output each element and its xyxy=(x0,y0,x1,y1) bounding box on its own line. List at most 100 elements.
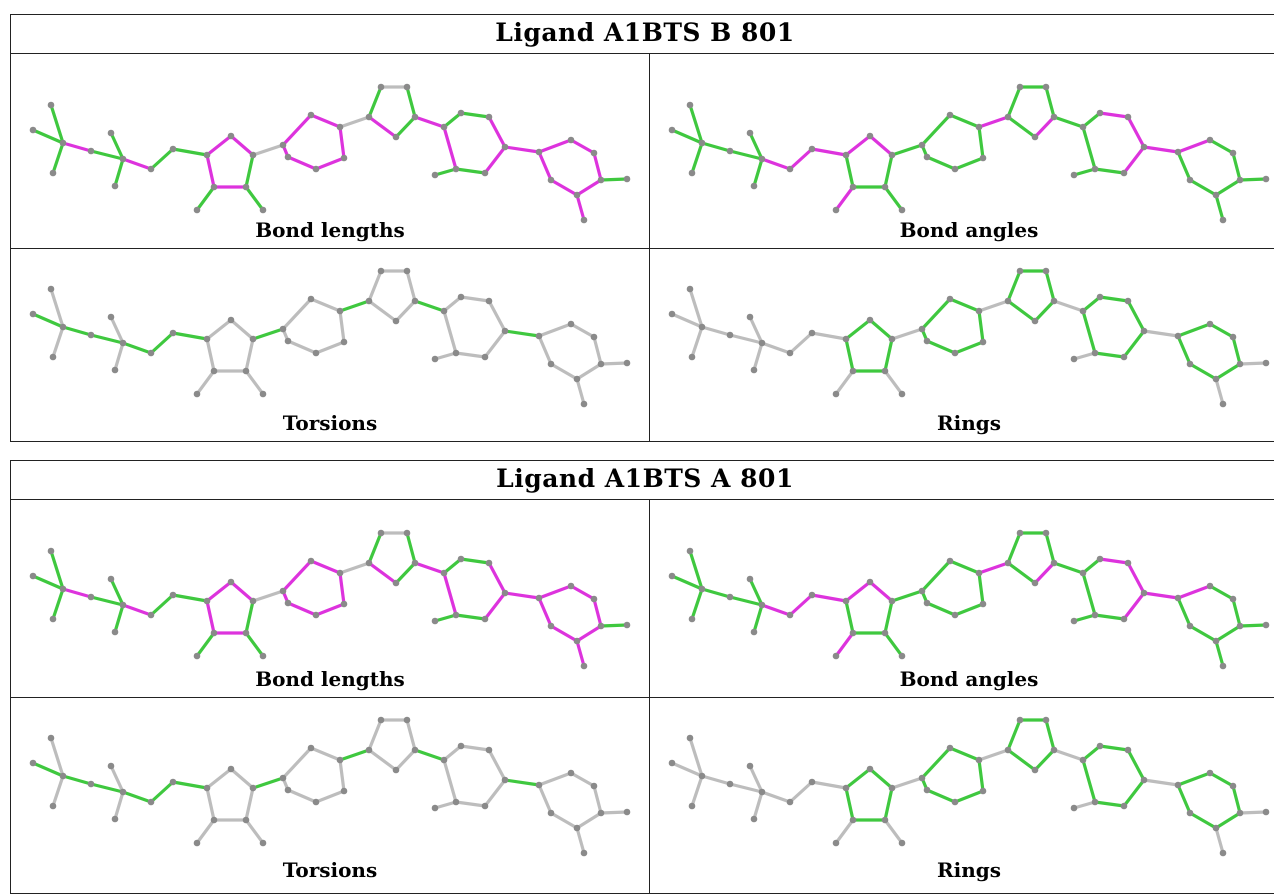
column-divider xyxy=(649,53,650,441)
bond xyxy=(149,147,175,171)
bond xyxy=(281,113,313,147)
bond xyxy=(569,138,596,155)
bond xyxy=(549,624,579,643)
label-torsions: Torsions xyxy=(282,858,378,882)
bond xyxy=(1044,85,1056,119)
bond xyxy=(1208,771,1235,788)
bond xyxy=(487,561,507,595)
bond xyxy=(31,128,65,145)
bond xyxy=(1081,571,1097,617)
atom xyxy=(1206,769,1214,777)
bond xyxy=(149,593,175,617)
atom xyxy=(452,611,460,619)
bond xyxy=(953,602,985,617)
bond xyxy=(483,329,507,359)
row-divider xyxy=(11,697,1274,698)
bond xyxy=(688,736,704,778)
bond xyxy=(537,322,573,338)
atom xyxy=(1091,165,1099,173)
atom xyxy=(1120,802,1128,810)
bond xyxy=(251,327,285,341)
bond xyxy=(338,299,371,313)
bond xyxy=(977,758,985,793)
bond xyxy=(442,295,463,313)
atom xyxy=(1262,621,1270,629)
bond xyxy=(549,362,579,381)
bond xyxy=(977,748,1010,762)
atom xyxy=(832,206,840,214)
atom xyxy=(1079,123,1087,131)
atom xyxy=(898,206,906,214)
atom xyxy=(580,400,588,408)
atom xyxy=(49,802,57,810)
bond xyxy=(109,131,125,161)
atom xyxy=(1120,615,1128,623)
bond xyxy=(920,297,952,331)
bond xyxy=(195,369,216,396)
atom xyxy=(1042,83,1050,91)
atom xyxy=(227,132,235,140)
atom xyxy=(210,183,218,191)
atom xyxy=(1219,400,1227,408)
atom xyxy=(365,746,373,754)
bond xyxy=(890,143,924,157)
atom xyxy=(535,148,543,156)
bond xyxy=(1142,778,1180,787)
bond xyxy=(920,559,952,593)
atom xyxy=(1050,297,1058,305)
bond xyxy=(890,589,924,603)
atom xyxy=(147,165,155,173)
bond xyxy=(171,331,209,341)
bond xyxy=(244,631,265,658)
atom xyxy=(249,335,257,343)
bond xyxy=(149,780,175,804)
bond xyxy=(1044,531,1056,565)
bond xyxy=(171,593,209,603)
atom xyxy=(307,744,315,752)
bond xyxy=(1231,597,1242,628)
bond xyxy=(690,325,704,359)
bond xyxy=(394,115,417,139)
bond xyxy=(1231,335,1242,366)
atom xyxy=(49,353,57,361)
atom xyxy=(47,547,55,555)
bond xyxy=(1081,557,1102,575)
bond xyxy=(844,767,872,790)
bond xyxy=(281,746,313,780)
bond xyxy=(948,113,981,129)
molecule-bond-lengths xyxy=(29,529,631,670)
atom xyxy=(832,839,840,847)
atom xyxy=(686,285,694,293)
bond xyxy=(748,764,764,794)
bond xyxy=(433,800,458,810)
bond xyxy=(1006,531,1022,565)
atom xyxy=(979,154,987,162)
atom xyxy=(623,621,631,629)
atom xyxy=(1050,559,1058,567)
atom xyxy=(1004,113,1012,121)
atom xyxy=(485,746,493,754)
atom xyxy=(457,293,465,301)
atom xyxy=(686,734,694,742)
bond xyxy=(1072,351,1097,361)
bond xyxy=(688,287,704,329)
atom xyxy=(746,313,754,321)
bond xyxy=(834,818,855,845)
bond xyxy=(286,788,318,804)
atom xyxy=(87,593,95,601)
atom xyxy=(111,366,119,374)
bond xyxy=(31,312,65,329)
atom xyxy=(440,569,448,577)
bond xyxy=(1006,561,1037,585)
bond xyxy=(121,157,153,171)
bond xyxy=(599,177,629,182)
bond xyxy=(788,331,814,355)
bond xyxy=(503,591,541,600)
atom xyxy=(1236,176,1244,184)
atom xyxy=(1186,622,1194,630)
atom xyxy=(1229,782,1237,790)
atom xyxy=(946,557,954,565)
bond xyxy=(251,143,285,157)
bond xyxy=(670,574,704,591)
bond xyxy=(459,557,491,565)
